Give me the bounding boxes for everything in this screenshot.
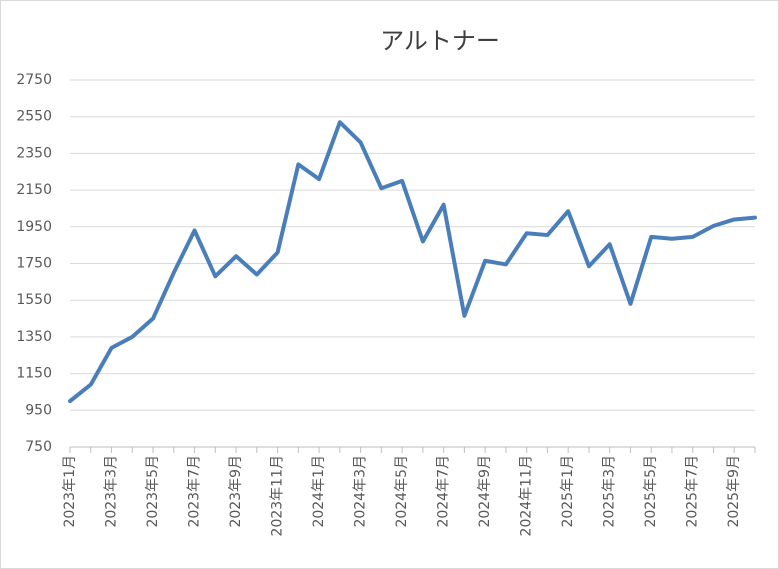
x-tick-label: 2024年5月 xyxy=(394,455,410,528)
y-tick-label: 1750 xyxy=(16,256,52,272)
x-tick-label: 2025年3月 xyxy=(602,455,618,528)
x-tick-label: 2024年11月 xyxy=(519,455,535,536)
x-tick-label: 2025年9月 xyxy=(726,455,742,528)
x-tick-label: 2025年5月 xyxy=(643,455,659,528)
y-tick-label: 2750 xyxy=(16,72,52,88)
y-tick-label: 1150 xyxy=(16,366,52,382)
x-tick-label: 2023年3月 xyxy=(104,455,120,528)
x-tick-label: 2024年7月 xyxy=(436,455,452,528)
y-tick-label: 750 xyxy=(25,439,52,455)
y-tick-label: 1550 xyxy=(16,292,52,308)
x-tick-label: 2025年7月 xyxy=(685,455,701,528)
y-tick-label: 2150 xyxy=(16,182,52,198)
y-tick-label: 1350 xyxy=(16,329,52,345)
y-tick-label: 950 xyxy=(25,402,52,418)
y-tick-label: 2350 xyxy=(16,145,52,161)
x-tick-label: 2023年5月 xyxy=(145,455,161,528)
y-tick-label: 2550 xyxy=(16,109,52,125)
x-tick-label: 2023年11月 xyxy=(270,455,286,536)
data-line xyxy=(68,120,757,404)
y-tick-label: 1950 xyxy=(16,219,52,235)
x-tick-label: 2025年1月 xyxy=(560,455,576,528)
x-tick-label: 2023年1月 xyxy=(62,455,78,528)
chart-title: アルトナー xyxy=(380,27,500,55)
x-tick-label: 2024年1月 xyxy=(311,455,327,528)
x-tick-label: 2024年3月 xyxy=(353,455,369,528)
x-tick-label: 2023年9月 xyxy=(228,455,244,528)
x-tick-label: 2024年9月 xyxy=(477,455,493,528)
x-tick-label: 2023年7月 xyxy=(187,455,203,528)
